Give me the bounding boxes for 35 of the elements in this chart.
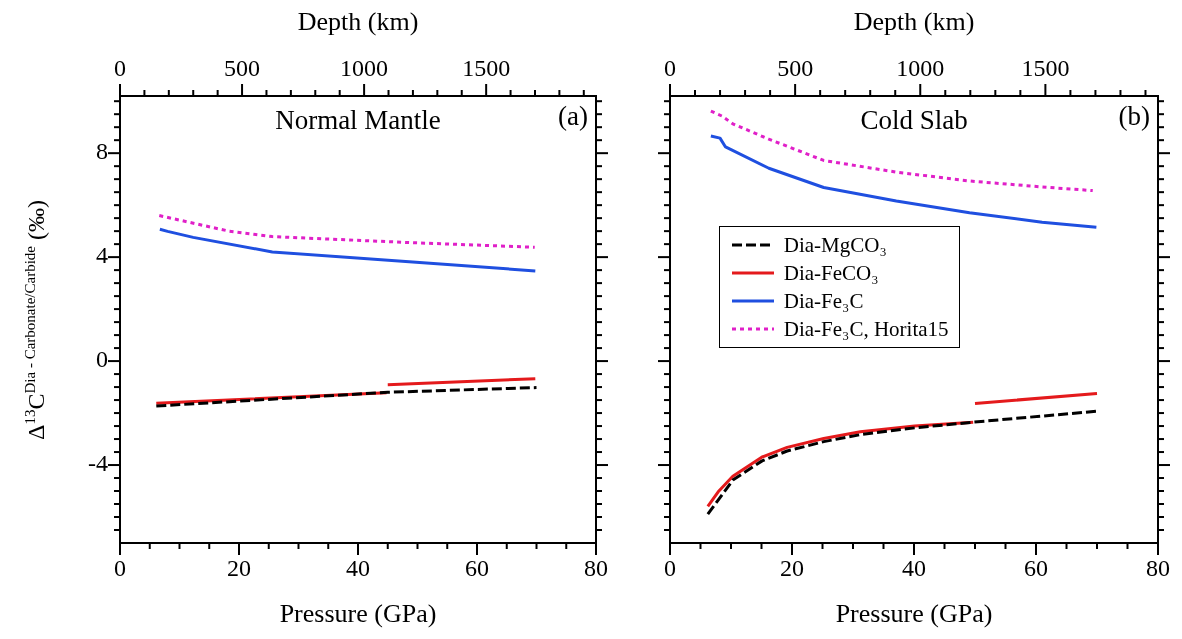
x-tick-label: 60	[1024, 554, 1048, 581]
x2-tick-label: 0	[114, 54, 126, 81]
x-tick-label: 40	[902, 554, 926, 581]
y-tick-label: 0	[96, 346, 108, 373]
x-tick-label: 80	[1146, 554, 1170, 581]
x-tick-label: 40	[346, 554, 370, 581]
x-tick-label: 0	[664, 554, 676, 581]
x2-tick-label: 1000	[896, 54, 945, 81]
x-tick-label: 0	[114, 554, 126, 581]
x2-tick-label: 1500	[462, 54, 511, 81]
annotation: (a)	[558, 100, 588, 131]
chart-title: Normal Mantle	[275, 104, 441, 135]
x-axis-title: Pressure (GPa)	[835, 599, 993, 629]
x-tick-label: 20	[780, 554, 804, 581]
x-tick-label: 20	[227, 554, 251, 581]
y-tick-label: -4	[88, 450, 108, 477]
line-series	[157, 214, 537, 249]
x-tick-label: 60	[465, 554, 489, 581]
legend-label: Dia-Fe₃C, Horita15	[783, 315, 949, 343]
x-axis-title: Pressure (GPa)	[279, 599, 437, 629]
x2-tick-label: 500	[777, 54, 814, 81]
y-tick-label: 8	[96, 138, 108, 165]
legend-label: Dia-MgCO₃	[783, 231, 887, 259]
x2-axis-title: Depth (km)	[297, 7, 419, 37]
chart-title: Cold Slab	[860, 104, 968, 135]
x-tick-label: 80	[584, 554, 608, 581]
x2-tick-label: 0	[664, 54, 676, 81]
x2-tick-label: 500	[224, 54, 261, 81]
x2-tick-label: 1000	[340, 54, 389, 81]
annotation: (b)	[1118, 100, 1150, 131]
legend-label: Dia-FeCO₃	[783, 259, 879, 287]
x2-tick-label: 1500	[1021, 54, 1070, 81]
x2-axis-title: Depth (km)	[853, 7, 975, 37]
legend-label: Dia-Fe₃C	[783, 287, 864, 315]
y-tick-label: 4	[96, 242, 108, 269]
